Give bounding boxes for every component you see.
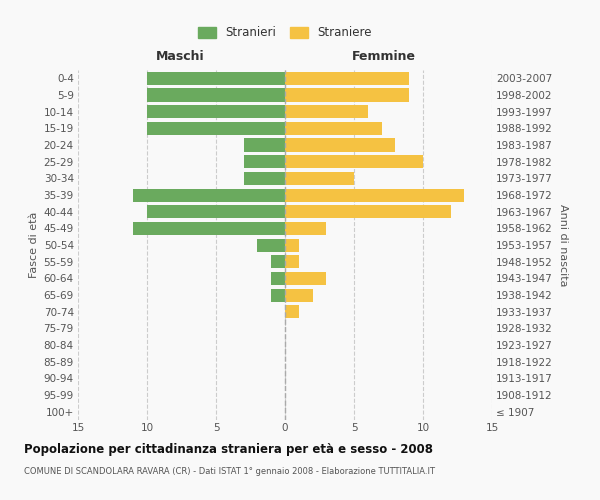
Bar bbox=[285, 105, 368, 118]
Legend: Stranieri, Straniere: Stranieri, Straniere bbox=[193, 22, 377, 44]
Bar bbox=[285, 288, 313, 302]
Bar bbox=[244, 172, 285, 185]
Text: Femmine: Femmine bbox=[352, 50, 416, 62]
Bar bbox=[244, 138, 285, 151]
Bar bbox=[285, 305, 299, 318]
Bar bbox=[285, 222, 326, 235]
Bar bbox=[285, 122, 382, 135]
Text: Maschi: Maschi bbox=[155, 50, 205, 62]
Bar bbox=[285, 88, 409, 102]
Bar bbox=[285, 72, 409, 85]
Bar bbox=[147, 105, 285, 118]
Bar bbox=[285, 155, 423, 168]
Y-axis label: Anni di nascita: Anni di nascita bbox=[559, 204, 568, 286]
Bar bbox=[271, 288, 285, 302]
Bar bbox=[285, 272, 326, 285]
Y-axis label: Fasce di età: Fasce di età bbox=[29, 212, 40, 278]
Bar bbox=[133, 188, 285, 202]
Bar bbox=[147, 205, 285, 218]
Bar bbox=[285, 188, 464, 202]
Text: Popolazione per cittadinanza straniera per età e sesso - 2008: Popolazione per cittadinanza straniera p… bbox=[24, 442, 433, 456]
Bar bbox=[285, 138, 395, 151]
Bar bbox=[244, 155, 285, 168]
Bar bbox=[271, 272, 285, 285]
Bar bbox=[271, 255, 285, 268]
Text: COMUNE DI SCANDOLARA RAVARA (CR) - Dati ISTAT 1° gennaio 2008 - Elaborazione TUT: COMUNE DI SCANDOLARA RAVARA (CR) - Dati … bbox=[24, 468, 435, 476]
Bar bbox=[257, 238, 285, 252]
Bar bbox=[285, 255, 299, 268]
Bar bbox=[285, 238, 299, 252]
Bar bbox=[147, 88, 285, 102]
Bar bbox=[147, 72, 285, 85]
Bar bbox=[147, 122, 285, 135]
Bar bbox=[285, 172, 354, 185]
Bar bbox=[285, 205, 451, 218]
Bar bbox=[133, 222, 285, 235]
